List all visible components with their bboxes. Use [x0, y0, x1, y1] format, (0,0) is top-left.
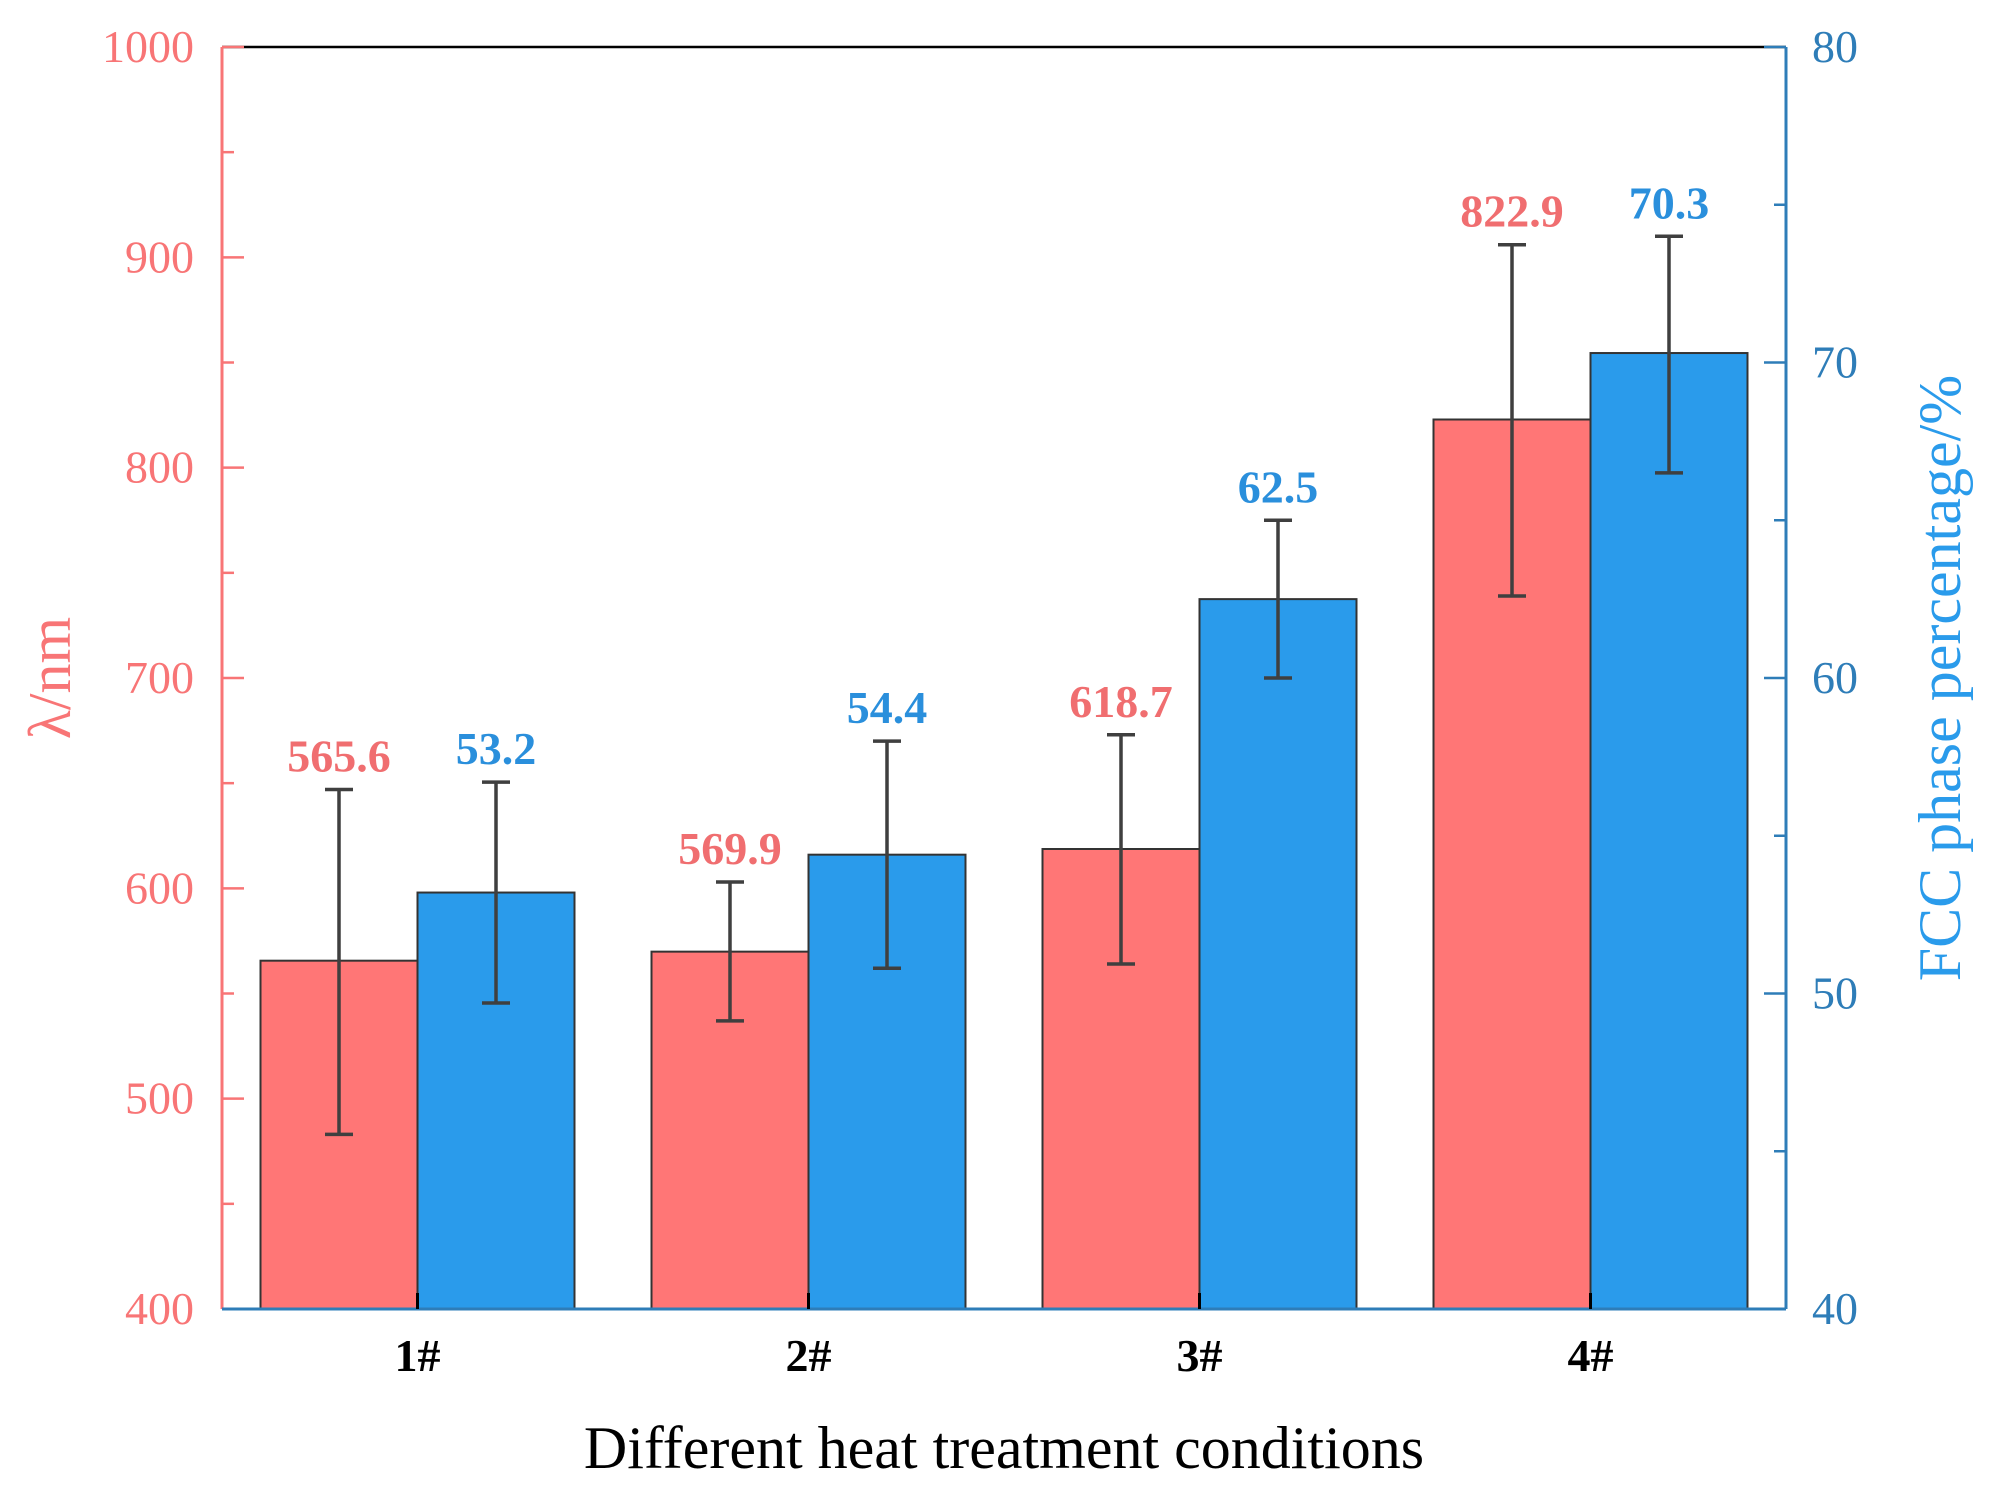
right-tick-label: 70 — [1812, 337, 1858, 388]
left-tick-label: 400 — [125, 1283, 194, 1334]
error-bar-lambda-1 — [325, 787, 353, 1137]
right-tick-label: 40 — [1812, 1283, 1858, 1334]
x-tick-label-2: 2# — [786, 1330, 832, 1381]
x-tick-label-1: 1# — [395, 1330, 441, 1381]
bars — [259, 352, 1749, 1311]
error-bar-fcc-2 — [873, 739, 901, 971]
left-tick-label: 1000 — [102, 21, 194, 72]
data-label-fcc-2: 54.4 — [847, 682, 928, 733]
right-tick-label: 50 — [1812, 968, 1858, 1019]
right-y-axis-title: FCC phase percentage/% — [1907, 375, 1973, 981]
error-bar-lambda-4 — [1498, 242, 1526, 598]
left-tick-label: 600 — [125, 862, 194, 913]
error-bars — [325, 234, 1683, 1137]
data-label-fcc-4: 70.3 — [1629, 177, 1710, 228]
left-tick-label: 800 — [125, 442, 194, 493]
bar-fcc-3 — [1198, 598, 1358, 1310]
left-y-axis: 400 500 600 700 800 900 1000 — [102, 21, 244, 1334]
data-label-fcc-3: 62.5 — [1238, 461, 1319, 512]
left-y-axis-title: λ/nm — [17, 617, 83, 739]
data-label-lambda-3: 618.7 — [1069, 676, 1173, 727]
right-tick-label: 60 — [1812, 652, 1858, 703]
left-tick-label: 500 — [125, 1073, 194, 1124]
right-tick-label: 80 — [1812, 21, 1858, 72]
left-tick-label: 700 — [125, 652, 194, 703]
data-labels: 565.6 569.9 618.7 822.9 53.2 54.4 62.5 70.3 — [287, 177, 1709, 874]
data-label-lambda-2: 569.9 — [678, 823, 782, 874]
data-label-fcc-1: 53.2 — [456, 723, 537, 774]
x-axis-title: Different heat treatment conditions — [584, 1415, 1424, 1481]
right-y-axis: 40 50 60 70 80 — [1764, 21, 1858, 1334]
data-label-lambda-1: 565.6 — [287, 730, 391, 781]
bar-fcc-4 — [1589, 352, 1749, 1311]
error-bar-fcc-4 — [1655, 234, 1683, 475]
error-bar-lambda-2 — [716, 880, 744, 1023]
error-bar-lambda-3 — [1107, 733, 1135, 966]
x-tick-label-4: 4# — [1568, 1330, 1614, 1381]
left-tick-label: 900 — [125, 231, 194, 282]
error-bar-fcc-1 — [482, 780, 510, 1005]
data-label-lambda-4: 822.9 — [1460, 186, 1564, 237]
x-tick-label-3: 3# — [1177, 1330, 1223, 1381]
error-bar-fcc-3 — [1264, 518, 1292, 680]
x-axis: 1# 2# 3# 4# — [222, 1293, 1786, 1381]
